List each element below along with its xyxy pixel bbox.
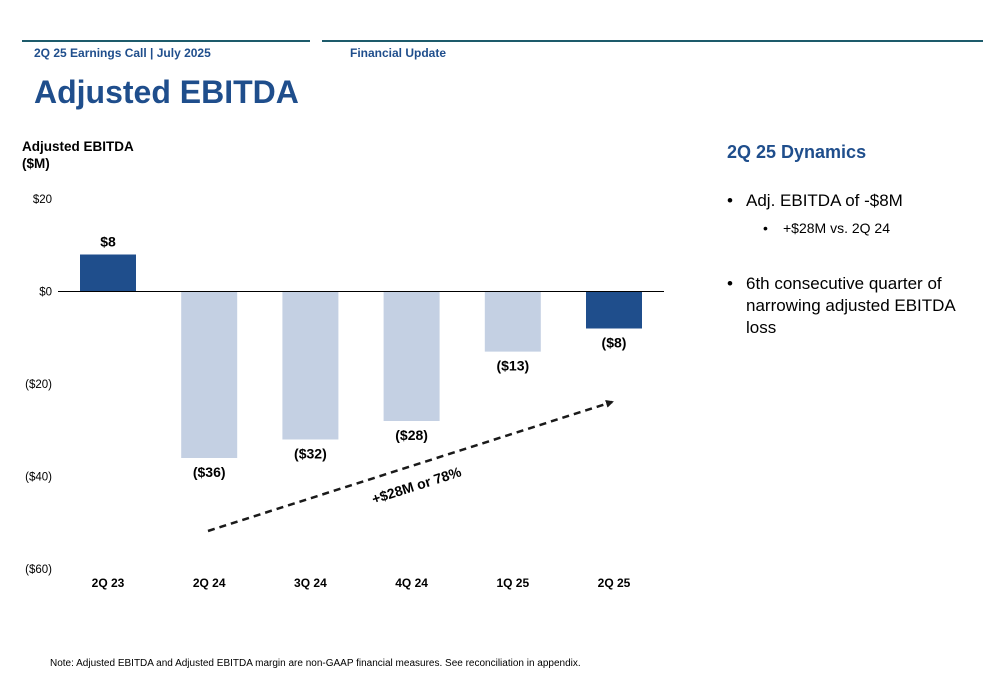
data-label: ($32) [294,446,327,462]
x-tick-label: 2Q 23 [92,576,125,590]
header-rule-left [22,40,310,42]
bullet2-line2: narrowing adjusted EBITDA [746,296,956,315]
page-title: Adjusted EBITDA [34,74,299,110]
y-axis-title-line1: Adjusted EBITDA [22,139,134,154]
bullet2-line1: 6th consecutive quarter of [746,274,942,293]
y-axis-title: Adjusted EBITDA ($M) [22,138,134,172]
header-right-text: Financial Update [350,46,447,60]
header-rule-right [322,40,983,42]
bar-2q-25 [586,291,642,329]
y-tick-label: $20 [33,194,52,206]
bullet-consecutive-quarter: 6th consecutive quarter of narrowing adj… [746,273,956,339]
data-label: ($8) [602,335,627,351]
bullet-adj-ebitda: Adj. EBITDA of -$8M [746,191,903,210]
footnote: Note: Adjusted EBITDA and Adjusted EBITD… [50,658,581,669]
trend-arrow [207,400,614,533]
bullet-marker-1: • [727,191,733,210]
x-tick-label: 4Q 24 [395,576,428,590]
x-tick-label: 1Q 25 [496,576,529,590]
y-tick-label: ($60) [25,564,52,576]
x-tick-label: 2Q 25 [598,576,631,590]
sub-bullet-vs-2q24: +$28M vs. 2Q 24 [783,220,891,236]
dynamics-heading: 2Q 25 Dynamics [727,142,867,162]
data-label: $8 [100,234,116,250]
bar-chart: $20 $0 ($20) ($40) ($60) $8 ($36) ($32) ($28) ($… [25,194,664,590]
bar-3q-24 [282,291,339,440]
header-left-text: 2Q 25 Earnings Call | July 2025 [34,46,211,60]
bar-1q-25 [484,291,541,352]
bar-2q-23 [80,254,136,292]
data-label: ($13) [496,358,529,374]
y-tick-label: $0 [39,287,52,299]
data-label: ($28) [395,427,428,443]
x-tick-label: 2Q 24 [193,576,226,590]
bullet-marker-2: • [727,274,733,293]
data-label: ($36) [193,464,226,480]
trend-annotation: +$28M or 78% [370,463,464,507]
bullet2-line3: loss [746,318,777,337]
x-tick-label: 3Q 24 [294,576,327,590]
y-axis-title-line2: ($M) [22,156,50,171]
y-tick-label: ($40) [25,472,52,484]
bar-4q-24 [383,291,440,421]
bar-2q-24 [181,291,238,458]
sub-bullet-marker: • [763,220,768,236]
y-tick-label: ($20) [25,379,52,391]
